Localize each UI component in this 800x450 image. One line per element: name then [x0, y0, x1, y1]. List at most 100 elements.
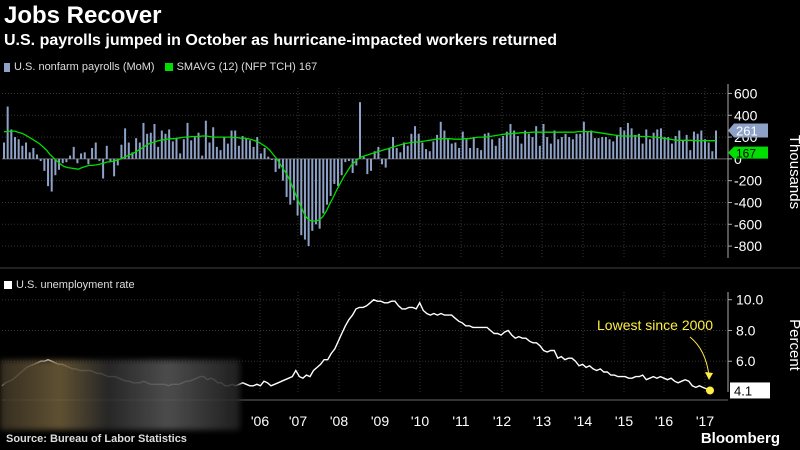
- payroll-bar: [604, 137, 607, 159]
- payroll-bar: [248, 140, 251, 159]
- unemp-ytick-label-1: 8.0: [736, 322, 756, 338]
- payroll-bar: [215, 146, 218, 159]
- payroll-bar: [274, 158, 277, 172]
- payroll-bar: [575, 133, 578, 159]
- payroll-bar: [329, 158, 332, 196]
- payroll-bar: [10, 129, 13, 159]
- payroll-bar: [245, 138, 248, 159]
- payroll-bar: [641, 143, 644, 159]
- payroll-bar: [171, 141, 174, 159]
- payroll-bar: [333, 158, 336, 184]
- payroll-bar: [476, 147, 479, 159]
- x-tick-label-9: '15: [615, 413, 633, 429]
- payroll-bar: [292, 158, 295, 201]
- payroll-bar: [201, 155, 204, 159]
- x-tick-label-8: '14: [574, 413, 592, 429]
- payroll-bar: [483, 133, 486, 159]
- payrolls-ytick-label-7: -800: [734, 238, 762, 254]
- payroll-bar: [212, 127, 215, 159]
- payroll-bar: [325, 158, 328, 205]
- payroll-bar: [47, 158, 50, 187]
- payroll-bar: [560, 137, 563, 159]
- smavg-legend-label: SMAVG (12) (NFP TCH) 167: [176, 61, 318, 73]
- payrolls-ytick-label-0: 600: [734, 85, 758, 101]
- smavg-latest-value: 167: [736, 147, 756, 161]
- payroll-bar: [197, 132, 200, 159]
- payroll-bar: [461, 131, 464, 159]
- payroll-bar: [542, 123, 545, 159]
- payroll-bar: [571, 139, 574, 159]
- payroll-bar: [601, 137, 604, 159]
- payroll-bar: [553, 130, 556, 159]
- payroll-bar: [223, 137, 226, 159]
- payroll-bar: [43, 158, 46, 171]
- payroll-bar: [39, 158, 42, 162]
- payroll-bar: [179, 153, 182, 159]
- payroll-bar: [36, 154, 39, 159]
- payroll-bar: [190, 140, 193, 159]
- payroll-bar: [579, 133, 582, 159]
- latest-dot: [706, 386, 714, 395]
- payroll-bar: [428, 151, 431, 159]
- payroll-bar: [21, 145, 24, 159]
- payroll-bar: [3, 142, 5, 159]
- payroll-bar: [120, 144, 123, 159]
- payroll-bar: [652, 132, 655, 159]
- payroll-bar: [234, 130, 237, 159]
- payroll-bar: [659, 128, 662, 159]
- payroll-bar: [322, 158, 325, 214]
- payroll-bar: [226, 143, 229, 159]
- payroll-bar: [83, 152, 86, 159]
- payroll-bar: [491, 139, 494, 159]
- payroll-bar: [472, 137, 475, 159]
- payroll-bar: [252, 146, 255, 159]
- payroll-bar: [469, 147, 472, 159]
- payroll-bar: [149, 132, 152, 159]
- payroll-bar: [318, 158, 321, 229]
- unemployment-legend-label: U.S. unemployment rate: [16, 279, 135, 291]
- payrolls-ytick-label-6: -600: [734, 216, 762, 232]
- payroll-bar: [311, 158, 314, 231]
- blurred-overlay: [0, 360, 240, 430]
- payroll-bar: [432, 141, 435, 159]
- payroll-bar: [630, 128, 633, 159]
- payroll-bar: [98, 158, 101, 162]
- payrolls-legend-label: U.S. nonfarm payrolls (MoM): [14, 61, 155, 73]
- payroll-bar: [634, 134, 637, 159]
- payroll-bar: [447, 139, 450, 159]
- payroll-bar: [623, 130, 626, 159]
- payroll-bar: [527, 133, 530, 159]
- payroll-bar: [80, 153, 83, 159]
- payroll-bar: [138, 142, 141, 159]
- payroll-bar: [615, 134, 618, 159]
- payroll-bar: [259, 153, 262, 159]
- bloomberg-logo: Bloomberg: [700, 430, 780, 447]
- payroll-bar: [597, 138, 600, 159]
- payroll-bar: [50, 158, 53, 192]
- payroll-bar: [146, 133, 149, 159]
- payroll-bar: [667, 137, 670, 159]
- payroll-bar: [674, 135, 677, 159]
- payroll-bar: [531, 137, 534, 159]
- payroll-bar: [135, 138, 138, 159]
- payroll-bar: [399, 152, 402, 159]
- payroll-bar: [403, 142, 406, 159]
- payrolls-ytick-label-3: 0: [734, 151, 742, 167]
- payroll-bar: [619, 127, 622, 159]
- payroll-bar: [54, 158, 57, 176]
- payroll-bar: [465, 139, 468, 159]
- payroll-bar: [175, 138, 178, 159]
- payroll-bar: [381, 158, 384, 165]
- payroll-bar: [109, 158, 112, 163]
- payroll-bar: [160, 130, 163, 159]
- payroll-bar: [392, 137, 395, 159]
- payroll-bar: [182, 139, 185, 159]
- x-tick-label-7: '13: [533, 413, 551, 429]
- payroll-bar: [113, 158, 116, 177]
- x-tick-label-6: '12: [493, 413, 511, 429]
- payroll-bar: [487, 132, 490, 159]
- payroll-bar: [296, 158, 299, 216]
- payroll-bar: [626, 122, 629, 159]
- payroll-bar: [678, 130, 681, 159]
- payroll-bar: [516, 135, 519, 159]
